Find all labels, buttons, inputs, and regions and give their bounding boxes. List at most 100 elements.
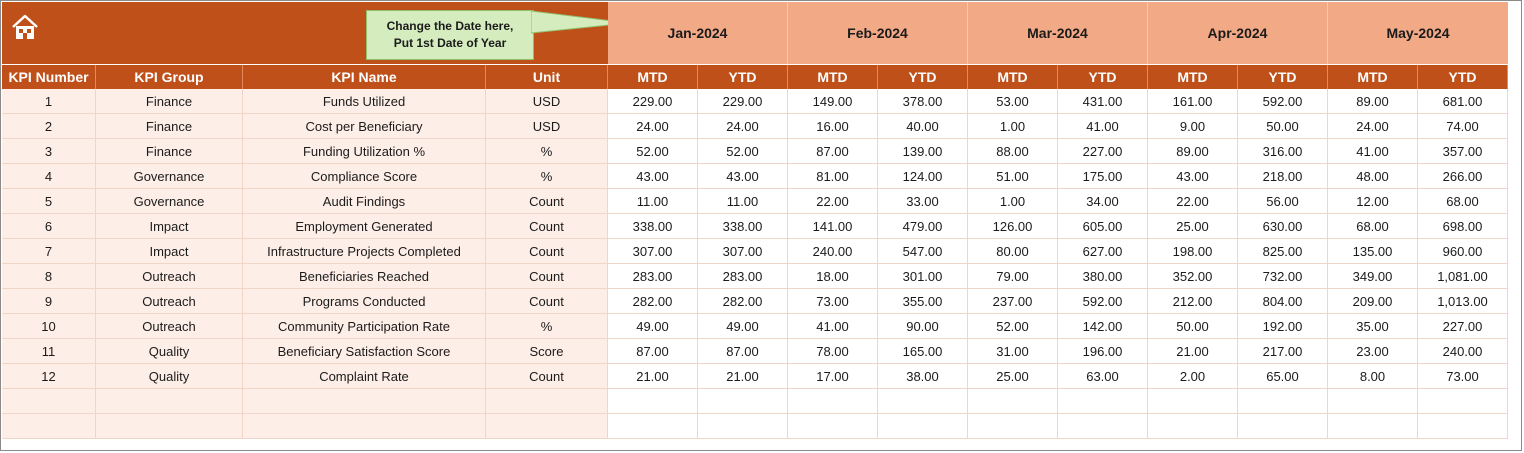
ytd-cell[interactable]: 139.00	[878, 139, 968, 164]
kpi-number-cell[interactable]: 6	[2, 214, 96, 239]
empty-cell[interactable]	[96, 414, 243, 439]
ytd-cell[interactable]: 87.00	[698, 339, 788, 364]
ytd-cell[interactable]: 266.00	[1418, 164, 1508, 189]
empty-cell[interactable]	[2, 389, 96, 414]
ytd-cell[interactable]: 240.00	[1418, 339, 1508, 364]
ytd-cell[interactable]: 56.00	[1238, 189, 1328, 214]
mtd-cell[interactable]: 23.00	[1328, 339, 1418, 364]
ytd-cell[interactable]: 65.00	[1238, 364, 1328, 389]
empty-cell[interactable]	[698, 414, 788, 439]
mtd-cell[interactable]: 88.00	[968, 139, 1058, 164]
kpi-number-cell[interactable]: 12	[2, 364, 96, 389]
ytd-cell[interactable]: 592.00	[1058, 289, 1148, 314]
kpi-name-cell[interactable]: Employment Generated	[243, 214, 486, 239]
mtd-cell[interactable]: 51.00	[968, 164, 1058, 189]
ytd-cell[interactable]: 357.00	[1418, 139, 1508, 164]
ytd-cell[interactable]: 192.00	[1238, 314, 1328, 339]
mtd-cell[interactable]: 283.00	[608, 264, 698, 289]
mtd-cell[interactable]: 79.00	[968, 264, 1058, 289]
empty-cell[interactable]	[243, 414, 486, 439]
empty-cell[interactable]	[1328, 389, 1418, 414]
empty-cell[interactable]	[698, 389, 788, 414]
mtd-cell[interactable]: 25.00	[1148, 214, 1238, 239]
kpi-group-cell[interactable]: Impact	[96, 239, 243, 264]
ytd-cell[interactable]: 11.00	[698, 189, 788, 214]
empty-cell[interactable]	[96, 389, 243, 414]
kpi-group-cell[interactable]: Outreach	[96, 289, 243, 314]
month-header[interactable]: Apr-2024	[1148, 2, 1328, 64]
empty-cell[interactable]	[788, 414, 878, 439]
unit-cell[interactable]: Count	[486, 264, 608, 289]
ytd-cell[interactable]: 627.00	[1058, 239, 1148, 264]
kpi-group-cell[interactable]: Finance	[96, 114, 243, 139]
unit-cell[interactable]: Count	[486, 239, 608, 264]
mtd-cell[interactable]: 50.00	[1148, 314, 1238, 339]
mtd-cell[interactable]: 78.00	[788, 339, 878, 364]
empty-cell[interactable]	[1238, 389, 1328, 414]
kpi-group-cell[interactable]: Governance	[96, 164, 243, 189]
unit-cell[interactable]: Count	[486, 289, 608, 314]
ytd-cell[interactable]: 38.00	[878, 364, 968, 389]
kpi-number-cell[interactable]: 4	[2, 164, 96, 189]
mtd-cell[interactable]: 352.00	[1148, 264, 1238, 289]
month-header[interactable]: May-2024	[1328, 2, 1508, 64]
empty-cell[interactable]	[878, 389, 968, 414]
kpi-name-cell[interactable]: Beneficiary Satisfaction Score	[243, 339, 486, 364]
kpi-group-cell[interactable]: Impact	[96, 214, 243, 239]
mtd-cell[interactable]: 1.00	[968, 114, 1058, 139]
ytd-cell[interactable]: 592.00	[1238, 89, 1328, 114]
mtd-cell[interactable]: 22.00	[1148, 189, 1238, 214]
mtd-cell[interactable]: 22.00	[788, 189, 878, 214]
unit-cell[interactable]: Count	[486, 364, 608, 389]
ytd-cell[interactable]: 52.00	[698, 139, 788, 164]
ytd-cell[interactable]: 90.00	[878, 314, 968, 339]
mtd-cell[interactable]: 49.00	[608, 314, 698, 339]
kpi-group-cell[interactable]: Outreach	[96, 264, 243, 289]
mtd-cell[interactable]: 9.00	[1148, 114, 1238, 139]
ytd-cell[interactable]: 34.00	[1058, 189, 1148, 214]
mtd-cell[interactable]: 43.00	[1148, 164, 1238, 189]
mtd-cell[interactable]: 349.00	[1328, 264, 1418, 289]
mtd-cell[interactable]: 149.00	[788, 89, 878, 114]
ytd-cell[interactable]: 301.00	[878, 264, 968, 289]
mtd-cell[interactable]: 25.00	[968, 364, 1058, 389]
unit-cell[interactable]: USD	[486, 114, 608, 139]
kpi-group-cell[interactable]: Finance	[96, 139, 243, 164]
ytd-cell[interactable]: 605.00	[1058, 214, 1148, 239]
mtd-cell[interactable]: 21.00	[608, 364, 698, 389]
ytd-cell[interactable]: 355.00	[878, 289, 968, 314]
month-header[interactable]: Mar-2024	[968, 2, 1148, 64]
empty-cell[interactable]	[1148, 389, 1238, 414]
mtd-cell[interactable]: 307.00	[608, 239, 698, 264]
empty-cell[interactable]	[1148, 414, 1238, 439]
ytd-cell[interactable]: 21.00	[698, 364, 788, 389]
kpi-name-cell[interactable]: Cost per Beneficiary	[243, 114, 486, 139]
mtd-cell[interactable]: 17.00	[788, 364, 878, 389]
empty-cell[interactable]	[1418, 414, 1508, 439]
kpi-number-cell[interactable]: 5	[2, 189, 96, 214]
ytd-cell[interactable]: 229.00	[698, 89, 788, 114]
mtd-cell[interactable]: 135.00	[1328, 239, 1418, 264]
ytd-cell[interactable]: 73.00	[1418, 364, 1508, 389]
empty-cell[interactable]	[2, 414, 96, 439]
mtd-cell[interactable]: 35.00	[1328, 314, 1418, 339]
ytd-cell[interactable]: 282.00	[698, 289, 788, 314]
mtd-cell[interactable]: 81.00	[788, 164, 878, 189]
ytd-cell[interactable]: 124.00	[878, 164, 968, 189]
ytd-cell[interactable]: 825.00	[1238, 239, 1328, 264]
ytd-cell[interactable]: 50.00	[1238, 114, 1328, 139]
mtd-cell[interactable]: 87.00	[608, 339, 698, 364]
ytd-cell[interactable]: 43.00	[698, 164, 788, 189]
mtd-cell[interactable]: 16.00	[788, 114, 878, 139]
ytd-cell[interactable]: 227.00	[1058, 139, 1148, 164]
mtd-cell[interactable]: 24.00	[1328, 114, 1418, 139]
mtd-cell[interactable]: 89.00	[1328, 89, 1418, 114]
unit-cell[interactable]: Count	[486, 189, 608, 214]
ytd-cell[interactable]: 24.00	[698, 114, 788, 139]
kpi-group-cell[interactable]: Governance	[96, 189, 243, 214]
mtd-cell[interactable]: 68.00	[1328, 214, 1418, 239]
ytd-cell[interactable]: 1,081.00	[1418, 264, 1508, 289]
ytd-cell[interactable]: 431.00	[1058, 89, 1148, 114]
kpi-number-cell[interactable]: 8	[2, 264, 96, 289]
mtd-cell[interactable]: 237.00	[968, 289, 1058, 314]
